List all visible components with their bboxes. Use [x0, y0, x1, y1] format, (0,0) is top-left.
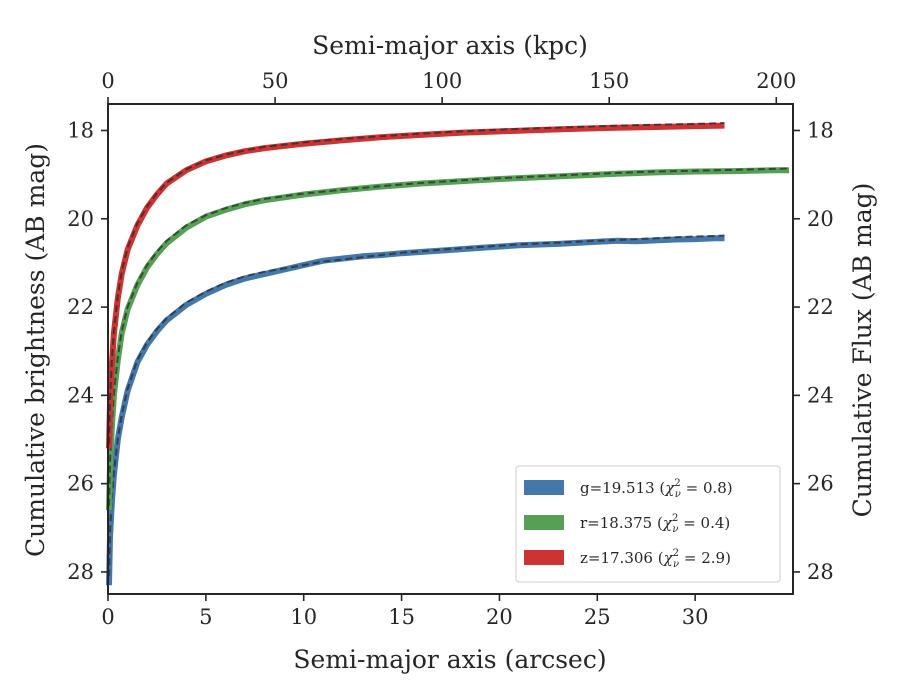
- legend-entry-g: g=19.513 (χ2 ν = 0.8): [524, 478, 733, 500]
- model-line-r: [108, 167, 790, 506]
- legend: g=19.513 (χ2 ν = 0.8) r=18.375 (χ2 ν = 0.4)…: [515, 465, 781, 583]
- y-tick-label: 28: [67, 560, 94, 584]
- right-y-tick-label: 26: [807, 472, 834, 496]
- top-x-tick-label: 100: [422, 69, 462, 93]
- top-x-tick-label: 150: [589, 69, 629, 93]
- right-y-tick-label: 22: [807, 295, 834, 319]
- y-tick-label: 22: [67, 295, 94, 319]
- right-y-tick-label: 28: [807, 560, 834, 584]
- y-tick-label: 26: [67, 472, 94, 496]
- x-tick-label: 15: [388, 605, 415, 629]
- top-x-tick-label: 200: [756, 69, 796, 93]
- model-line-g: [108, 234, 725, 577]
- top-x-tick-label: 0: [101, 69, 114, 93]
- series-z: [106, 122, 725, 449]
- series-layer: [106, 122, 790, 586]
- axes-frame: [107, 103, 794, 595]
- x-tick-label: 30: [682, 605, 709, 629]
- legend-label-r: r=18.375 (χ2 ν = 0.4): [580, 513, 730, 535]
- x-axis-label: Semi-major axis (arcsec): [293, 645, 606, 674]
- right-y-axis-label: Cumulative Flux (AB mag): [848, 183, 877, 518]
- top-x-axis-label: Semi-major axis (kpc): [312, 31, 588, 60]
- right-y-tick-label: 20: [807, 207, 834, 231]
- series-g: [106, 234, 725, 586]
- model-line-z: [108, 122, 725, 444]
- y-tick-label: 18: [67, 118, 94, 142]
- right-y-tick-label: 18: [807, 118, 834, 142]
- legend-swatch-z: [524, 550, 564, 565]
- legend-swatch-r: [524, 515, 564, 530]
- x-tick-label: 5: [199, 605, 212, 629]
- x-tick-label: 20: [486, 605, 513, 629]
- y-axis-label: Cumulative brightness (AB mag): [21, 143, 50, 557]
- x-tick-label: 10: [290, 605, 317, 629]
- legend-swatch-g: [524, 480, 564, 495]
- ticks-layer: 0 5 10 15 20 25 30 0 50 100 150 200 18 20 22 24 26 28 18 20…: [67, 69, 833, 629]
- legend-label-g: g=19.513 (χ2 ν = 0.8): [580, 478, 733, 500]
- data-line-r: [106, 167, 790, 511]
- right-y-tick-label: 24: [807, 383, 834, 407]
- legend-entry-r: r=18.375 (χ2 ν = 0.4): [524, 513, 730, 535]
- legend-entry-z: z=17.306 (χ2 ν = 2.9): [524, 548, 731, 570]
- y-tick-label: 20: [67, 207, 94, 231]
- legend-entries: g=19.513 (χ2 ν = 0.8) r=18.375 (χ2 ν = 0.4)…: [524, 478, 733, 570]
- legend-box: [515, 465, 781, 583]
- x-tick-label: 25: [584, 605, 611, 629]
- series-r: [106, 167, 790, 511]
- y-tick-label: 24: [67, 383, 94, 407]
- legend-label-z: z=17.306 (χ2 ν = 2.9): [580, 548, 731, 570]
- x-tick-label: 0: [101, 605, 114, 629]
- top-x-tick-label: 50: [262, 69, 289, 93]
